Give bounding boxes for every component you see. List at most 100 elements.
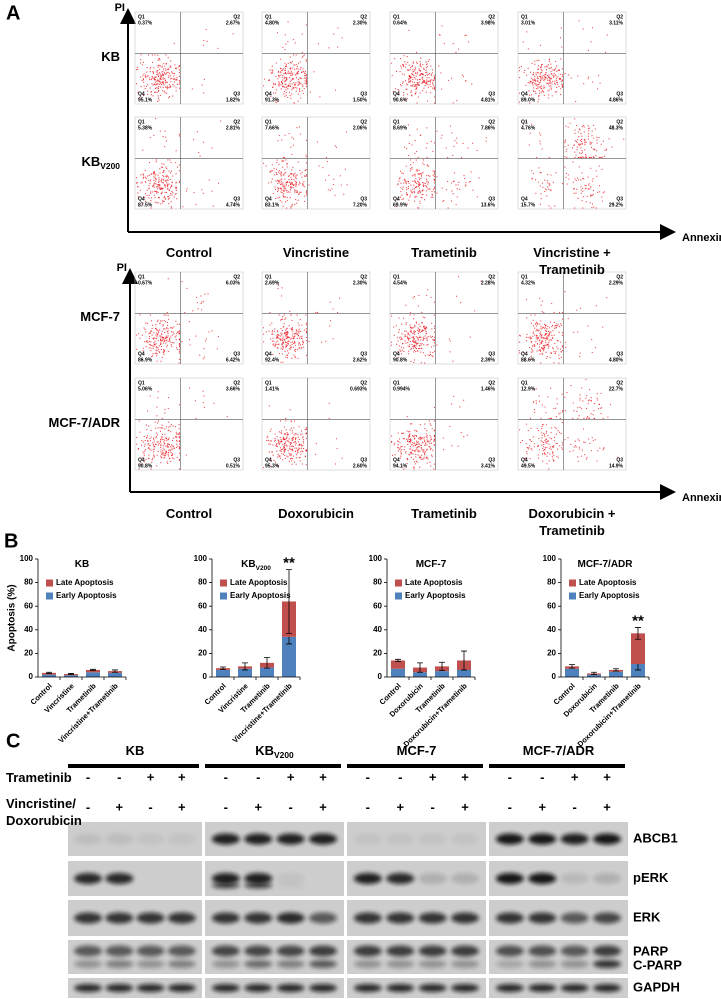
event-dot — [173, 458, 174, 459]
event-dot — [158, 349, 159, 350]
quadrant-percent: 95.3% — [265, 463, 280, 469]
event-dot — [429, 355, 430, 356]
event-dot — [391, 441, 392, 442]
event-dot — [537, 343, 538, 344]
event-dot — [166, 73, 167, 74]
event-dot — [268, 444, 269, 445]
event-dot — [301, 348, 302, 349]
quadrant-percent: 2.62% — [353, 357, 368, 363]
event-dot — [590, 144, 591, 145]
event-dot — [550, 87, 551, 88]
event-dot — [534, 76, 535, 77]
event-dot — [415, 85, 416, 86]
event-dot — [539, 141, 540, 142]
event-dot — [407, 56, 408, 57]
event-dot — [472, 143, 473, 144]
event-dot — [291, 94, 292, 95]
event-dot — [594, 403, 595, 404]
event-dot — [554, 460, 555, 461]
event-dot — [186, 455, 187, 456]
event-dot — [163, 349, 164, 350]
blot-band — [244, 883, 272, 889]
event-dot — [550, 388, 551, 389]
event-dot — [585, 188, 586, 189]
event-dot — [298, 335, 299, 336]
event-dot — [293, 174, 294, 175]
event-dot — [288, 63, 289, 64]
event-dot — [431, 74, 432, 75]
event-dot — [168, 97, 169, 98]
event-dot — [304, 78, 305, 79]
event-dot — [434, 444, 435, 445]
event-dot — [536, 337, 537, 338]
quadrant-events — [579, 20, 608, 53]
event-dot — [418, 438, 419, 439]
event-dot — [160, 65, 161, 66]
event-dot — [599, 157, 600, 158]
event-dot — [432, 83, 433, 84]
event-dot — [426, 181, 427, 182]
event-dot — [543, 424, 544, 425]
event-dot — [162, 90, 163, 91]
event-dot — [276, 63, 277, 64]
event-dot — [606, 149, 607, 150]
event-dot — [456, 143, 457, 144]
quadrant-events — [564, 429, 618, 462]
event-dot — [430, 80, 431, 81]
event-dot — [432, 191, 433, 192]
event-dot — [283, 93, 284, 94]
event-dot — [143, 348, 144, 349]
event-dot — [206, 29, 207, 30]
event-dot — [414, 175, 415, 176]
blot-band — [354, 960, 382, 968]
event-dot — [549, 454, 550, 455]
event-dot — [154, 338, 155, 339]
event-dot — [519, 67, 520, 68]
event-dot — [557, 348, 558, 349]
event-dot — [167, 185, 168, 186]
event-dot — [149, 183, 150, 184]
event-dot — [156, 415, 157, 416]
event-dot — [143, 74, 144, 75]
event-dot — [179, 437, 180, 438]
event-dot — [411, 330, 412, 331]
event-dot — [429, 443, 430, 444]
event-dot — [430, 82, 431, 83]
blot-band — [496, 913, 524, 924]
event-dot — [424, 69, 425, 70]
event-dot — [547, 356, 548, 357]
event-dot — [281, 175, 282, 176]
event-dot — [395, 454, 396, 455]
event-dot — [163, 448, 164, 449]
event-dot — [599, 166, 600, 167]
event-dot — [560, 413, 561, 414]
quadrant-events — [564, 379, 611, 419]
event-dot — [152, 76, 153, 77]
blot-band — [593, 946, 621, 957]
blot-band — [137, 960, 165, 968]
event-dot — [419, 183, 420, 184]
event-dot — [149, 347, 150, 348]
quadrant-percent: 4.76% — [521, 125, 536, 131]
event-dot — [393, 327, 394, 328]
event-dot — [426, 433, 427, 434]
blot-background — [205, 940, 344, 974]
event-dot — [408, 439, 409, 440]
event-dot — [182, 206, 183, 207]
event-dot — [542, 338, 543, 339]
event-dot — [275, 345, 276, 346]
event-dot — [285, 418, 286, 419]
event-dot — [162, 425, 163, 426]
event-dot — [591, 147, 592, 148]
event-dot — [415, 181, 416, 182]
blot-band — [212, 883, 240, 889]
event-dot — [529, 458, 530, 459]
event-dot — [431, 79, 432, 80]
quadrant-events — [174, 43, 175, 44]
event-dot — [566, 149, 567, 150]
event-dot — [403, 198, 404, 199]
event-dot — [289, 133, 290, 134]
event-dot — [179, 82, 180, 83]
event-dot — [612, 147, 613, 148]
event-dot — [179, 181, 180, 182]
